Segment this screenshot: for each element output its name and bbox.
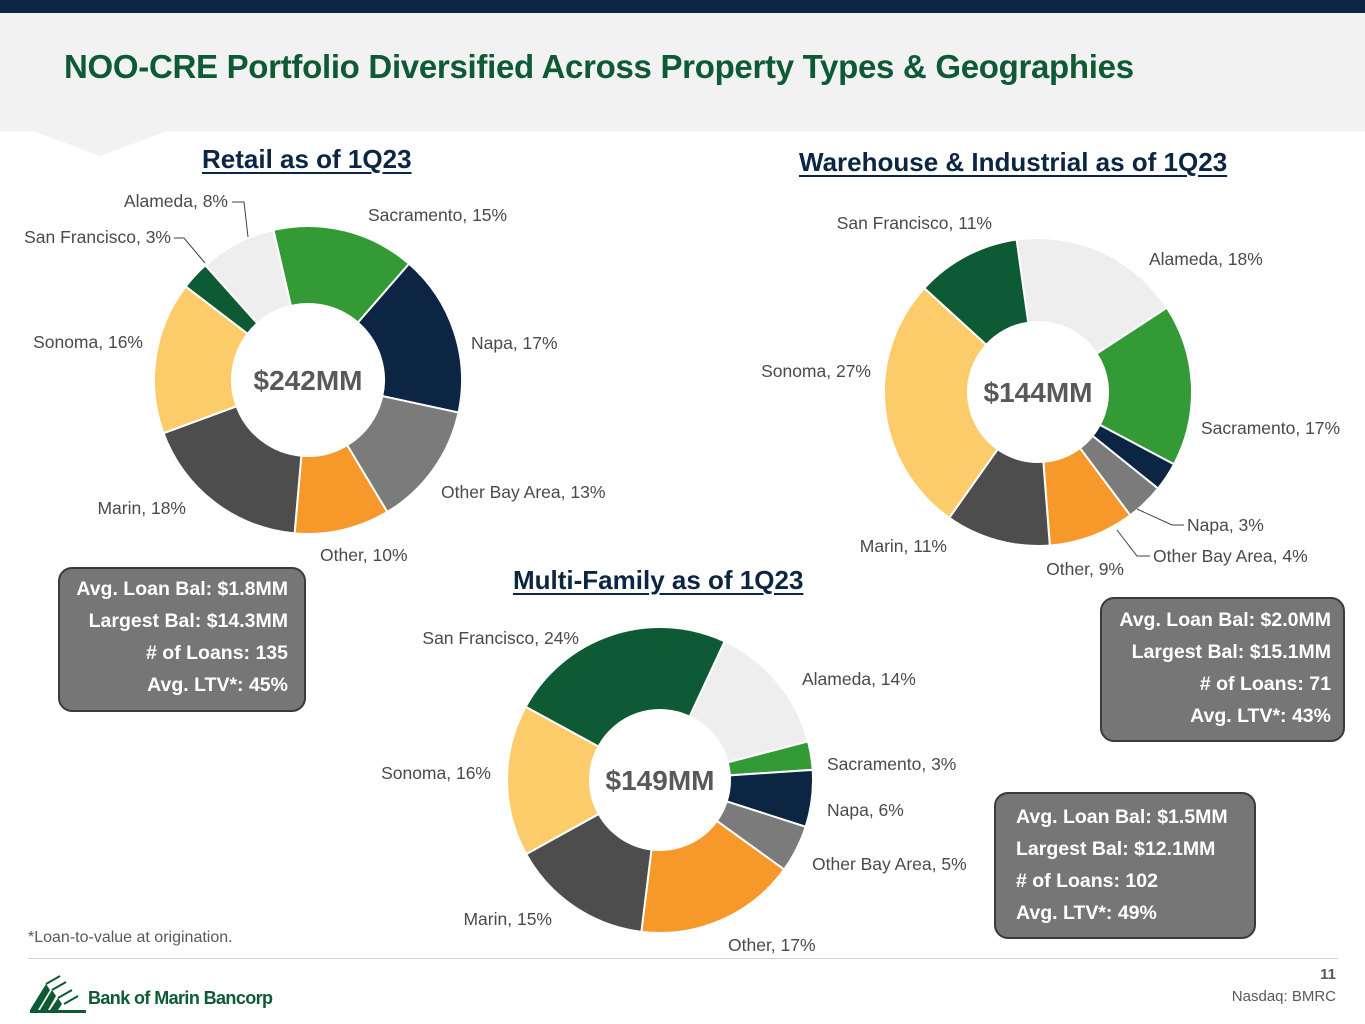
retail-label-sacramento: Sacramento, 15% — [368, 205, 507, 225]
retail-avg-loan-bal: Avg. Loan Bal: $1.8MM — [76, 578, 288, 600]
retail-avg-ltv: Avg. LTV*: 45% — [147, 674, 288, 696]
retail-label-alameda: Alameda, 8% — [124, 191, 228, 211]
ticker-label: Nasdaq: BMRC — [1231, 988, 1336, 1005]
retail-center-total: $242MM — [254, 365, 363, 396]
footer-divider — [28, 958, 1338, 959]
multifamily-largest-bal: Largest Bal: $12.1MM — [1016, 838, 1216, 860]
header-band — [0, 13, 1365, 131]
multifamily-label-marin: Marin, 15% — [463, 909, 552, 929]
warehouse-avg-ltv: Avg. LTV*: 43% — [1190, 705, 1331, 727]
retail-label-san-francisco: San Francisco, 3% — [24, 227, 171, 247]
multifamily-avg-loan-bal: Avg. Loan Bal: $1.5MM — [1016, 806, 1228, 828]
retail-loan-count: # of Loans: 135 — [146, 642, 288, 664]
retail-label-napa: Napa, 17% — [471, 333, 558, 353]
retail-stats-box: Avg. Loan Bal: $1.8MM Largest Bal: $14.3… — [58, 567, 306, 712]
retail-slice-marin — [162, 404, 303, 535]
retail-largest-bal: Largest Bal: $14.3MM — [88, 610, 288, 632]
multifamily-slice-other — [640, 819, 786, 934]
retail-chart-title: Retail as of 1Q23 — [202, 144, 412, 174]
multifamily-stats-box: Avg. Loan Bal: $1.5MM Largest Bal: $12.1… — [994, 792, 1256, 939]
warehouse-slice-sacramento — [1095, 306, 1193, 466]
warehouse-label-san-francisco: San Francisco, 11% — [837, 213, 992, 233]
warehouse-label-sacramento: Sacramento, 17% — [1201, 418, 1340, 438]
ltv-footnote: *Loan-to-value at origination. — [28, 929, 233, 946]
retail-slice-alameda — [203, 228, 293, 325]
retail-label-other: Other, 10% — [320, 545, 408, 565]
bank-logo: Bank of Marin Bancorp — [30, 972, 273, 1014]
bank-logo-text: Bank of Marin Bancorp — [88, 988, 273, 1008]
multifamily-label-napa: Napa, 6% — [827, 800, 904, 820]
multifamily-label-san-francisco: San Francisco, 24% — [422, 628, 579, 648]
multifamily-slice-san-francisco — [524, 626, 726, 748]
warehouse-center-total: $144MM — [984, 377, 1093, 408]
warehouse-leader-other-bay-area — [1116, 529, 1150, 557]
multifamily-label-other: Other, 17% — [728, 935, 816, 955]
multifamily-label-sacramento: Sacramento, 3% — [827, 754, 956, 774]
multifamily-label-sonoma: Sonoma, 16% — [381, 763, 491, 783]
warehouse-label-marin: Marin, 11% — [860, 536, 947, 556]
retail-label-sonoma: Sonoma, 16% — [33, 332, 143, 352]
warehouse-label-other: Other, 9% — [1046, 559, 1124, 579]
warehouse-chart-title: Warehouse & Industrial as of 1Q23 — [799, 147, 1228, 177]
warehouse-label-alameda: Alameda, 18% — [1149, 249, 1263, 269]
retail-label-other-bay-area: Other Bay Area, 13% — [441, 482, 605, 502]
warehouse-slice-sonoma — [883, 286, 1000, 520]
multifamily-label-alameda: Alameda, 14% — [802, 669, 916, 689]
top-bar — [0, 0, 1365, 13]
retail-leader-san-francisco — [174, 237, 206, 264]
page-title: NOO-CRE Portfolio Diversified Across Pro… — [64, 48, 1134, 85]
warehouse-avg-loan-bal: Avg. Loan Bal: $2.0MM — [1119, 609, 1331, 631]
multifamily-avg-ltv: Avg. LTV*: 49% — [1016, 902, 1157, 924]
bank-logo-icon — [30, 975, 86, 1013]
multifamily-chart-title: Multi-Family as of 1Q23 — [513, 565, 804, 595]
warehouse-slice-san-francisco — [922, 238, 1030, 347]
warehouse-label-napa: Napa, 3% — [1187, 515, 1264, 535]
warehouse-slice-alameda — [1015, 237, 1169, 356]
warehouse-label-other-bay-area: Other Bay Area, 4% — [1153, 546, 1308, 566]
multifamily-loan-count: # of Loans: 102 — [1016, 870, 1158, 892]
warehouse-loan-count: # of Loans: 71 — [1199, 673, 1331, 695]
retail-leader-alameda — [232, 201, 249, 238]
page-number: 11 — [1320, 966, 1336, 983]
multifamily-center-total: $149MM — [606, 765, 715, 796]
warehouse-label-sonoma: Sonoma, 27% — [761, 361, 871, 381]
multifamily-label-other-bay-area: Other Bay Area, 5% — [812, 854, 967, 874]
header-notch — [30, 130, 170, 156]
retail-label-marin: Marin, 18% — [97, 498, 186, 518]
retail-slice-sacramento — [272, 225, 411, 325]
multifamily-slice-alameda — [688, 640, 810, 764]
warehouse-leader-napa — [1136, 508, 1184, 526]
warehouse-largest-bal: Largest Bal: $15.1MM — [1131, 641, 1331, 663]
warehouse-stats-box: Avg. Loan Bal: $2.0MM Largest Bal: $15.1… — [1100, 597, 1345, 742]
